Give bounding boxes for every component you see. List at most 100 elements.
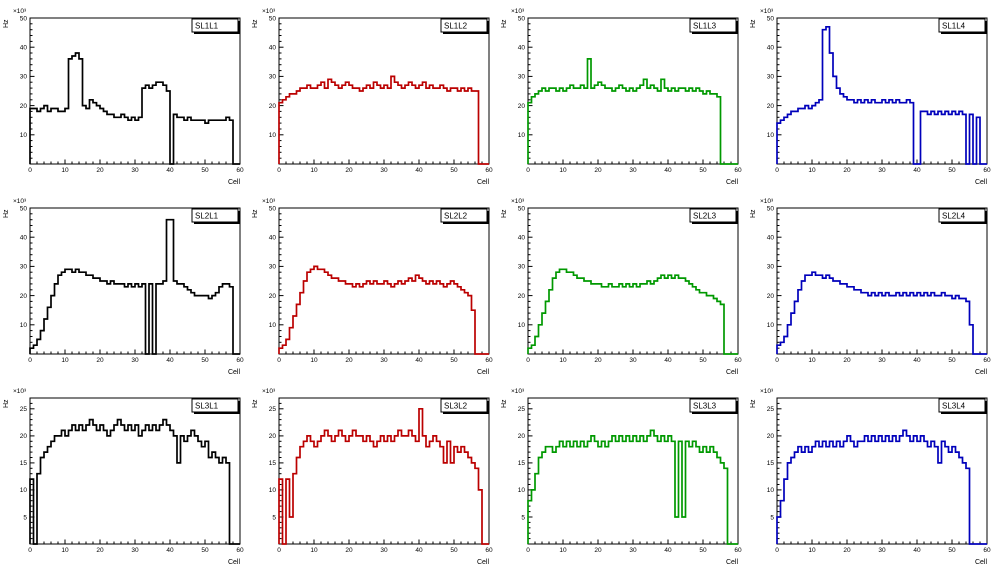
histogram-panel-sl1l3: 0 10 20 30 40 50 60 10 20 30 40 50 Hz ×10³ Cell SL1L3 (498, 1, 747, 191)
x-tick-label: 30 (878, 167, 886, 174)
y-axis-exponent: ×10³ (760, 8, 774, 15)
x-tick-label: 10 (61, 547, 69, 554)
x-tick-label: 60 (734, 547, 742, 554)
plot-frame (527, 207, 739, 355)
panel-title: SL2L2 (444, 212, 468, 221)
y-axis-title: Hz (252, 209, 259, 218)
histogram-canvas: 0 10 20 30 40 50 60 10 20 30 40 50 Hz×10³ Cell SL1L1 (3, 8, 244, 186)
histogram-line (29, 418, 240, 545)
y-tick-label: 5 (770, 514, 774, 521)
y-tick-label: 10 (20, 487, 28, 494)
x-axis-title: Cell (477, 369, 490, 376)
x-tick-label: 0 (526, 167, 530, 174)
x-tick-label: 60 (236, 547, 244, 554)
stats-box (440, 208, 488, 223)
histogram-panel-sl3l4: 0 10 20 30 40 50 60 5 10 15 20 25 Hz ×10³ Cell SL3L4 (747, 381, 996, 571)
x-tick-label: 40 (913, 167, 921, 174)
plot-frame (278, 397, 490, 545)
y-tick-label: 10 (269, 487, 277, 494)
x-tick-label: 10 (808, 547, 816, 554)
histogram-line (278, 265, 489, 355)
x-tick-label: 50 (948, 167, 956, 174)
histogram-line (278, 407, 489, 545)
x-tick-label: 20 (594, 547, 602, 554)
stats-box (440, 18, 488, 33)
y-axis-title: Hz (750, 399, 757, 408)
y-tick-label: 10 (20, 322, 28, 329)
y-tick-label: 50 (20, 15, 28, 22)
y-axis-exponent: ×10³ (760, 388, 774, 395)
y-axis-exponent: ×10³ (13, 198, 27, 205)
x-tick-label: 0 (28, 167, 32, 174)
y-tick-label: 40 (20, 235, 28, 242)
histogram-panel-sl1l2: 0 10 20 30 40 50 60 10 20 30 40 50 Hz ×10³ Cell SL1L2 (249, 1, 498, 191)
y-tick-label: 30 (518, 264, 526, 271)
y-tick-label: 20 (20, 103, 28, 110)
y-tick-label: 10 (269, 132, 277, 139)
x-axis-title: Cell (726, 559, 739, 566)
y-tick-label: 40 (269, 45, 277, 52)
x-tick-label: 60 (236, 357, 244, 364)
x-tick-label: 0 (775, 357, 779, 364)
x-axis-title: Cell (975, 179, 988, 186)
y-axis-title: Hz (3, 209, 10, 218)
histogram-canvas: 0 10 20 30 40 50 60 10 20 30 40 50 Hz×10³ Cell SL2L1 (3, 198, 244, 376)
y-tick-label: 50 (767, 205, 775, 212)
y-tick-label: 10 (518, 487, 526, 494)
x-tick-label: 0 (277, 167, 281, 174)
y-axis-title: Hz (750, 19, 757, 28)
histogram-line (29, 52, 240, 165)
y-tick-label: 10 (767, 322, 775, 329)
y-axis-exponent: ×10³ (262, 388, 276, 395)
x-tick-label: 10 (310, 547, 318, 554)
plot-frame (29, 397, 241, 545)
x-tick-label: 60 (734, 167, 742, 174)
panel-title: SL3L4 (942, 402, 966, 411)
x-axis-title: Cell (726, 369, 739, 376)
x-tick-label: 20 (96, 547, 104, 554)
x-tick-label: 40 (664, 357, 672, 364)
histogram-canvas: 0 10 20 30 40 50 60 10 20 30 40 50 Hz×10³ Cell SL2L4 (750, 198, 991, 376)
y-tick-label: 5 (521, 514, 525, 521)
x-tick-label: 10 (61, 167, 69, 174)
y-tick-label: 30 (269, 264, 277, 271)
x-tick-label: 60 (236, 167, 244, 174)
y-tick-label: 20 (269, 433, 277, 440)
histogram-panel-sl1l1: 0 10 20 30 40 50 60 10 20 30 40 50 Hz ×10³ Cell SL1L1 (0, 1, 249, 191)
y-axis-title: Hz (252, 19, 259, 28)
histogram-line (278, 75, 489, 165)
x-tick-label: 10 (310, 167, 318, 174)
histogram-canvas: 0 10 20 30 40 50 60 10 20 30 40 50 Hz×10³ Cell SL1L3 (501, 8, 742, 186)
y-tick-label: 40 (518, 235, 526, 242)
histogram-line (776, 429, 987, 545)
histogram-panel-sl2l1: 0 10 20 30 40 50 60 10 20 30 40 50 Hz ×10³ Cell SL2L1 (0, 191, 249, 381)
x-tick-label: 30 (131, 167, 139, 174)
y-tick-label: 30 (20, 74, 28, 81)
x-tick-label: 40 (664, 547, 672, 554)
panel-title: SL1L3 (693, 22, 717, 31)
plot-frame (29, 207, 241, 355)
histogram-panel-sl3l3: 0 10 20 30 40 50 60 5 10 15 20 25 Hz ×10³ Cell SL3L3 (498, 381, 747, 571)
histogram-canvas: 0 10 20 30 40 50 60 5 10 15 20 25 Hz×10³ Cell SL3L4 (750, 388, 991, 566)
y-tick-label: 20 (767, 103, 775, 110)
x-tick-label: 50 (948, 547, 956, 554)
stats-box (938, 18, 986, 33)
y-tick-label: 10 (767, 132, 775, 139)
y-tick-label: 25 (269, 406, 277, 413)
y-tick-label: 40 (767, 235, 775, 242)
y-tick-label: 20 (20, 433, 28, 440)
x-tick-label: 20 (594, 167, 602, 174)
x-tick-label: 60 (983, 167, 991, 174)
y-axis-exponent: ×10³ (13, 8, 27, 15)
y-tick-label: 10 (20, 132, 28, 139)
x-tick-label: 40 (913, 357, 921, 364)
x-tick-label: 20 (345, 167, 353, 174)
panel-title: SL3L3 (693, 402, 717, 411)
y-tick-label: 15 (20, 460, 28, 467)
histogram-panel-sl2l4: 0 10 20 30 40 50 60 10 20 30 40 50 Hz ×10³ Cell SL2L4 (747, 191, 996, 381)
y-axis-title: Hz (501, 19, 508, 28)
x-tick-label: 20 (96, 167, 104, 174)
y-tick-label: 5 (23, 514, 27, 521)
plot-frame (527, 397, 739, 545)
